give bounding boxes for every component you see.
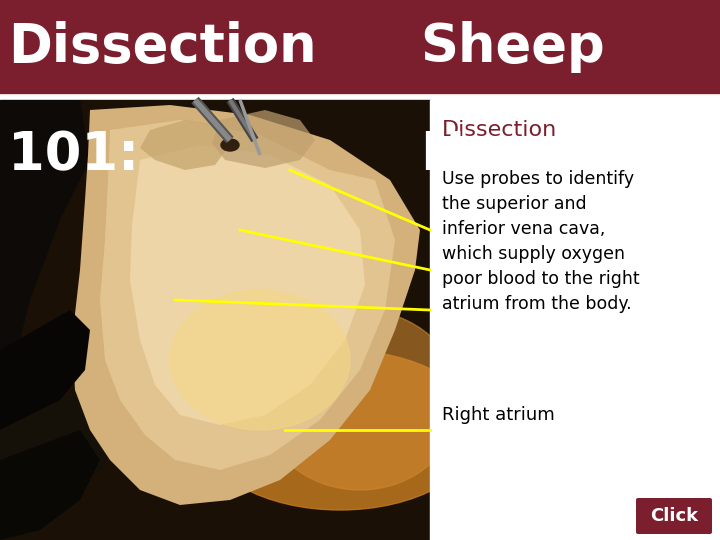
Ellipse shape [170,290,350,430]
Text: Dissection: Dissection [442,120,557,140]
Text: H: H [420,129,464,181]
Text: Right atrium: Right atrium [442,406,554,424]
Ellipse shape [260,310,460,490]
Polygon shape [0,310,90,430]
Text: Click: Click [650,507,698,525]
Text: Use probes to identify
the superior and
inferior vena cava,
which supply oxygen
: Use probes to identify the superior and … [442,170,639,313]
Bar [0,100,430,540]
Text: Sheep: Sheep [420,21,605,73]
Polygon shape [100,120,395,470]
Ellipse shape [200,350,480,510]
Polygon shape [0,430,100,540]
Bar [0,0,720,94]
Polygon shape [72,105,420,505]
Text: 101:: 101: [8,129,139,181]
Polygon shape [212,110,315,168]
FancyBboxPatch shape [636,498,712,534]
Polygon shape [0,380,130,540]
Polygon shape [130,145,365,425]
Polygon shape [0,100,90,540]
Bar [430,100,720,540]
Polygon shape [140,120,230,170]
Ellipse shape [221,139,239,151]
Text: Dissection: Dissection [8,21,317,73]
